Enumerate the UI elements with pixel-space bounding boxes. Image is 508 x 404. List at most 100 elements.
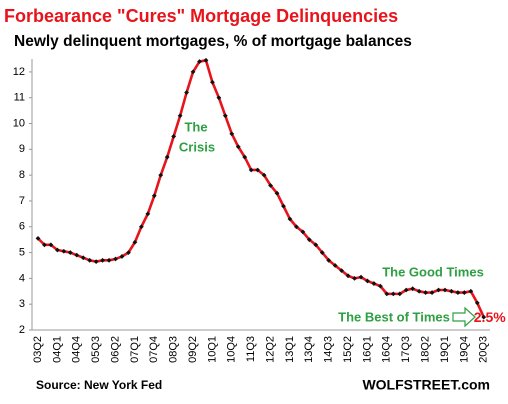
- x-tick-label: 15Q2: [342, 336, 354, 363]
- marker: [171, 134, 177, 139]
- marker: [319, 250, 325, 255]
- marker: [345, 273, 351, 279]
- marker: [158, 172, 164, 178]
- marker: [461, 290, 467, 295]
- y-tick-label: 8: [19, 169, 25, 181]
- marker: [287, 216, 293, 222]
- marker: [42, 242, 47, 248]
- y-tick-label: 2: [19, 324, 25, 336]
- marker: [61, 248, 67, 254]
- x-tick-label: 14Q3: [323, 336, 335, 363]
- marker: [119, 254, 125, 259]
- marker: [403, 287, 409, 293]
- marker: [306, 237, 312, 243]
- marker: [255, 167, 261, 173]
- marker: [474, 300, 480, 306]
- marker: [54, 247, 60, 253]
- marker: [455, 290, 461, 295]
- y-tick-label: 5: [19, 246, 25, 258]
- y-tick-label: 9: [19, 143, 25, 155]
- x-tick-label: 05Q3: [90, 336, 102, 363]
- x-tick-label: 06Q2: [109, 336, 121, 363]
- marker: [300, 229, 306, 235]
- marker: [449, 288, 454, 294]
- marker: [190, 69, 196, 75]
- marker: [222, 113, 228, 119]
- marker: [358, 274, 364, 280]
- brand: WOLFSTREET.com: [362, 377, 490, 393]
- x-tick-label: 19Q4: [458, 336, 470, 363]
- x-tick-label: 18Q2: [420, 336, 432, 363]
- marker: [326, 257, 332, 263]
- y-tick-label: 3: [19, 298, 25, 310]
- marker: [442, 287, 448, 293]
- marker: [138, 224, 144, 230]
- line: [37, 58, 485, 318]
- marker: [229, 131, 235, 137]
- x-tick-label: 08Q3: [168, 336, 180, 363]
- marker: [197, 59, 202, 64]
- marker: [177, 113, 183, 119]
- marker: [294, 224, 299, 230]
- chart-subtitle: Newly delinquent mortgages, % of mortgag…: [14, 33, 412, 50]
- arrow: [452, 306, 476, 328]
- y-tick-label: 10: [13, 117, 25, 129]
- marker: [93, 259, 99, 265]
- y-tick-label: 6: [19, 221, 25, 233]
- x-tick-label: 19Q1: [439, 336, 451, 363]
- marker: [365, 278, 370, 284]
- marker: [390, 291, 396, 297]
- x-tick-label: 07Q4: [148, 336, 160, 363]
- annotation: The: [184, 119, 207, 134]
- marker: [429, 290, 435, 295]
- marker: [210, 79, 215, 85]
- marker: [281, 203, 286, 209]
- y-tick-label: 7: [19, 195, 25, 207]
- marker: [35, 235, 41, 241]
- marker: [235, 144, 241, 150]
- marker: [132, 239, 138, 245]
- marker: [371, 281, 377, 286]
- marker: [436, 287, 441, 293]
- marker: [339, 268, 345, 274]
- marker: [87, 257, 93, 263]
- annotation: Crisis: [179, 139, 215, 154]
- marker: [352, 275, 357, 281]
- marker: [74, 252, 80, 258]
- marker: [248, 167, 254, 173]
- annotation: The Good Times: [382, 264, 484, 279]
- y-tick-label: 12: [13, 66, 25, 78]
- x-tick-label: 11Q3: [245, 336, 257, 362]
- marker: [67, 250, 73, 255]
- marker: [126, 250, 131, 255]
- marker: [410, 286, 416, 292]
- x-tick-label: 09Q2: [187, 336, 199, 363]
- x-tick-label: 20Q3: [478, 336, 490, 363]
- chart-title: Forbearance "Cures" Mortgage Delinquenci…: [4, 6, 398, 26]
- x-tick-label: 16Q1: [361, 336, 373, 363]
- marker: [48, 242, 54, 248]
- marker: [100, 257, 105, 263]
- annotation: The Best of Times: [338, 309, 450, 324]
- marker: [242, 154, 248, 160]
- marker: [377, 283, 383, 289]
- x-tick-label: 04Q4: [71, 336, 83, 363]
- source: Source: New York Fed: [36, 378, 162, 392]
- x-tick-label: 13Q4: [303, 336, 315, 363]
- x-tick-label: 10Q1: [206, 336, 218, 363]
- marker: [203, 57, 209, 63]
- marker: [384, 291, 390, 297]
- x-tick-label: 12Q2: [264, 336, 276, 363]
- marker: [274, 190, 280, 196]
- marker: [113, 256, 118, 262]
- y-tick-label: 11: [14, 92, 25, 104]
- marker: [268, 183, 273, 188]
- x-tick-label: 07Q1: [129, 336, 141, 363]
- marker: [151, 193, 157, 199]
- y-tick-label: 4: [19, 272, 25, 284]
- x-tick-label: 16Q4: [381, 336, 393, 363]
- value-label: 2.5%: [474, 309, 506, 325]
- marker: [261, 172, 267, 178]
- marker: [80, 255, 86, 261]
